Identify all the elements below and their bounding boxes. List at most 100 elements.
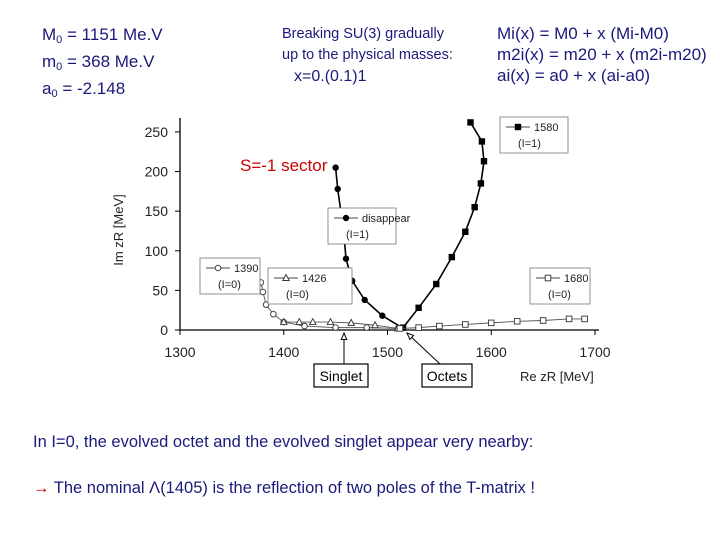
data-point xyxy=(514,123,522,131)
data-point xyxy=(270,310,277,318)
legend-label: 1426 xyxy=(302,273,326,285)
formula-subtraction-constant: ai(x) = a0 + x (ai-a0) xyxy=(497,66,651,85)
x-tick-label: 1700 xyxy=(579,344,610,360)
note-line-2: up to the physical masses: xyxy=(282,47,453,63)
data-point xyxy=(262,301,270,308)
param-a0: a0 = -2.148 xyxy=(42,79,126,100)
legend-label: 1580 xyxy=(534,122,558,134)
legend-isospin: (I=1) xyxy=(518,138,541,150)
data-point xyxy=(480,158,488,165)
x-axis-label: Re zR [MeV] xyxy=(520,369,594,384)
legend-box xyxy=(199,257,261,295)
data-point xyxy=(332,324,339,331)
legend-entry: 1580 (I=1) xyxy=(499,116,569,154)
data-point xyxy=(214,264,222,272)
data-point xyxy=(347,318,356,326)
formula-block: Mi(x) = M0 + x (Mi-M0) m2i(x) = m20 + x … xyxy=(497,23,707,86)
legend-entry: 1680 (I=0) xyxy=(529,267,591,305)
legend-isospin: (I=0) xyxy=(548,289,571,301)
y-tick-label: 250 xyxy=(145,124,169,140)
data-point xyxy=(544,274,552,282)
octets-arrow-head xyxy=(406,332,415,341)
legend-isospin: (I=0) xyxy=(218,279,241,291)
legend-isospin: (I=0) xyxy=(286,289,309,301)
x-tick-label: 1500 xyxy=(372,344,403,360)
chart-axes: 1300 1400 1500 1600 1700 0 50 100 150 200 250 Im zR… xyxy=(111,118,611,384)
y-tick-label: 0 xyxy=(160,322,168,338)
legend-box xyxy=(529,267,591,305)
note-x-range: x=0.(0.1)1 xyxy=(294,68,367,85)
data-point xyxy=(279,317,288,326)
legend-label: disappear xyxy=(362,213,411,225)
x-tick-label: 1300 xyxy=(164,344,195,360)
data-point xyxy=(342,255,350,262)
data-point xyxy=(477,180,485,187)
data-point xyxy=(436,322,443,330)
y-axis-label: Im zR [MeV] xyxy=(111,194,126,266)
data-point xyxy=(371,320,380,329)
legend-label: 1680 xyxy=(564,273,588,285)
data-point xyxy=(565,315,573,323)
data-point xyxy=(415,304,422,312)
series-line xyxy=(402,122,485,329)
data-point xyxy=(259,288,267,296)
param-m0: m0 = 368 Me.V xyxy=(42,52,155,73)
legend-label: 1390 xyxy=(234,263,258,275)
su3-breaking-note: Breaking SU(3) gradually up to the physi… xyxy=(282,24,453,87)
data-point xyxy=(326,317,335,326)
data-point xyxy=(361,296,368,304)
data-point xyxy=(433,280,440,288)
note-line-1: Breaking SU(3) gradually xyxy=(282,26,444,42)
octets-annotation-label: Octets xyxy=(427,368,467,384)
legend-box xyxy=(267,267,353,305)
data-point xyxy=(415,324,422,331)
chart-series xyxy=(257,119,588,332)
formula-mass: Mi(x) = M0 + x (Mi-M0) xyxy=(497,24,669,43)
octets-annotation-box xyxy=(421,363,473,388)
legend-box xyxy=(327,207,397,245)
singlet-arrow-head xyxy=(340,331,348,340)
data-point xyxy=(363,324,371,331)
octets-annotation: Octets xyxy=(421,363,473,388)
data-point xyxy=(581,315,588,323)
singlet-annotation-box xyxy=(313,363,369,388)
singlet-annotation-label: Singlet xyxy=(320,368,363,384)
x-tick-label: 1600 xyxy=(476,344,507,360)
param-M0: M0 = 1151 Me.V xyxy=(42,25,163,46)
singlet-annotation: Singlet xyxy=(313,363,369,388)
series-1426 xyxy=(279,317,402,332)
chart-legend: 1580 (I=1) disappear (I=1) 1390 (I=0) 1426 (I=0… xyxy=(199,116,591,305)
y-tick-label: 200 xyxy=(145,164,169,180)
legend-entry: 1390 (I=0) xyxy=(199,257,261,295)
data-point xyxy=(396,325,404,332)
legend-entry: disappear (I=1) xyxy=(327,207,411,245)
data-point xyxy=(448,253,456,261)
data-point xyxy=(342,214,350,222)
data-point xyxy=(513,318,521,325)
legend-box xyxy=(499,116,569,154)
data-point xyxy=(467,119,474,126)
data-point xyxy=(282,273,290,281)
data-point xyxy=(478,138,486,145)
y-tick-label: 50 xyxy=(152,282,168,298)
parameter-block: M0 = 1151 Me.V m0 = 368 Me.V a0 = -2.148 xyxy=(42,24,163,105)
chart-annotations: Singlet Octets xyxy=(313,331,473,388)
conclusion-line-2: → The nominal Λ(1405) is the reflection … xyxy=(33,479,535,497)
conclusion-line-1: In I=0, the evolved octet and the evolve… xyxy=(33,433,534,451)
data-point xyxy=(539,317,547,324)
data-point xyxy=(301,322,308,330)
data-point xyxy=(488,319,495,327)
y-tick-label: 150 xyxy=(145,203,169,219)
data-point xyxy=(308,317,317,326)
data-point xyxy=(295,317,304,326)
right-arrow-icon: → xyxy=(33,479,50,497)
x-tick-label: 1400 xyxy=(268,344,299,360)
legend-entry: 1426 (I=0) xyxy=(267,267,353,305)
data-point xyxy=(471,203,478,211)
data-point xyxy=(332,164,339,171)
legend-isospin: (I=1) xyxy=(346,229,369,241)
series-disappear xyxy=(332,164,406,331)
data-point xyxy=(379,312,386,319)
data-point xyxy=(462,228,469,235)
